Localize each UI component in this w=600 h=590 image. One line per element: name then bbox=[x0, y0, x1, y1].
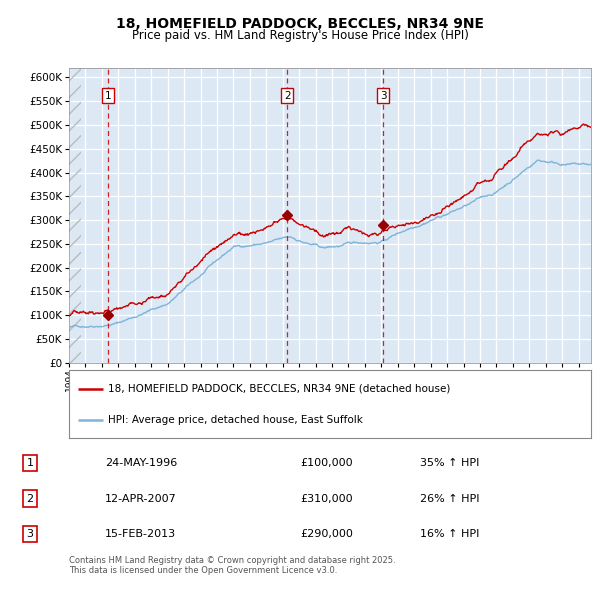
Text: 2: 2 bbox=[26, 494, 34, 503]
Text: 3: 3 bbox=[26, 529, 34, 539]
Text: 16% ↑ HPI: 16% ↑ HPI bbox=[420, 529, 479, 539]
Text: 18, HOMEFIELD PADDOCK, BECCLES, NR34 9NE: 18, HOMEFIELD PADDOCK, BECCLES, NR34 9NE bbox=[116, 17, 484, 31]
Text: 3: 3 bbox=[380, 91, 387, 101]
Text: 35% ↑ HPI: 35% ↑ HPI bbox=[420, 458, 479, 468]
Text: £290,000: £290,000 bbox=[300, 529, 353, 539]
Text: 15-FEB-2013: 15-FEB-2013 bbox=[105, 529, 176, 539]
Text: 26% ↑ HPI: 26% ↑ HPI bbox=[420, 494, 479, 503]
Text: 12-APR-2007: 12-APR-2007 bbox=[105, 494, 177, 503]
Text: 1: 1 bbox=[26, 458, 34, 468]
Text: Price paid vs. HM Land Registry's House Price Index (HPI): Price paid vs. HM Land Registry's House … bbox=[131, 30, 469, 42]
Text: 1: 1 bbox=[105, 91, 112, 101]
Text: 24-MAY-1996: 24-MAY-1996 bbox=[105, 458, 177, 468]
Text: Contains HM Land Registry data © Crown copyright and database right 2025.
This d: Contains HM Land Registry data © Crown c… bbox=[69, 556, 395, 575]
Text: 18, HOMEFIELD PADDOCK, BECCLES, NR34 9NE (detached house): 18, HOMEFIELD PADDOCK, BECCLES, NR34 9NE… bbox=[108, 384, 451, 394]
Text: £310,000: £310,000 bbox=[300, 494, 353, 503]
Bar bbox=[69, 68, 82, 363]
Text: HPI: Average price, detached house, East Suffolk: HPI: Average price, detached house, East… bbox=[108, 415, 363, 425]
Text: £100,000: £100,000 bbox=[300, 458, 353, 468]
Text: 2: 2 bbox=[284, 91, 290, 101]
